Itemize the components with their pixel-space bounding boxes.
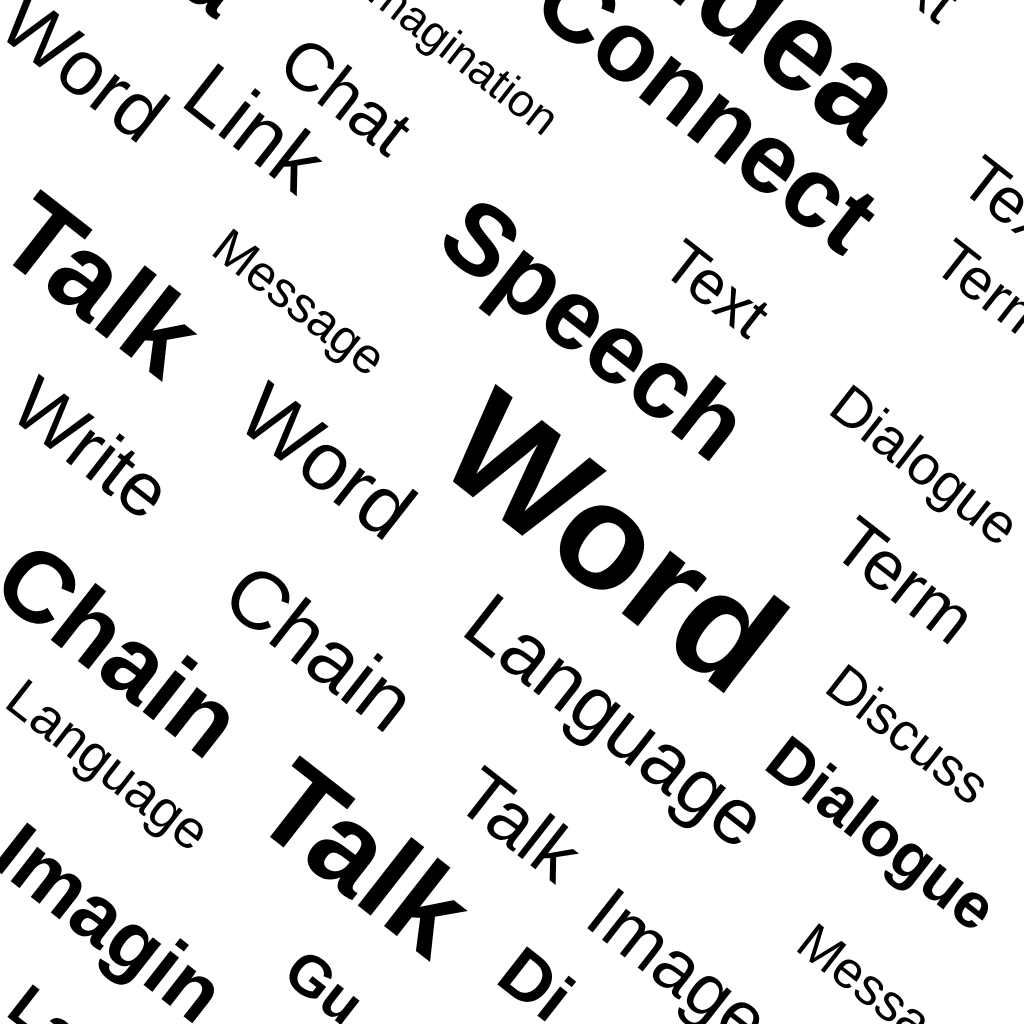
word-image: Image bbox=[571, 871, 786, 1024]
word-word-medium: Word bbox=[222, 366, 432, 558]
word-talk-bottom-large: Talk bbox=[231, 734, 497, 983]
word-message: Message bbox=[202, 217, 397, 387]
word-gu-fragment: Gu bbox=[272, 936, 376, 1024]
word-word-top-left: Word bbox=[0, 0, 184, 160]
word-term-right-edge: Term bbox=[922, 226, 1024, 358]
word-di-fragment: Di bbox=[484, 931, 588, 1024]
word-write: Write bbox=[0, 361, 187, 537]
word-talk-left: Talk bbox=[0, 169, 225, 401]
word-la-fragment: La bbox=[0, 971, 93, 1024]
